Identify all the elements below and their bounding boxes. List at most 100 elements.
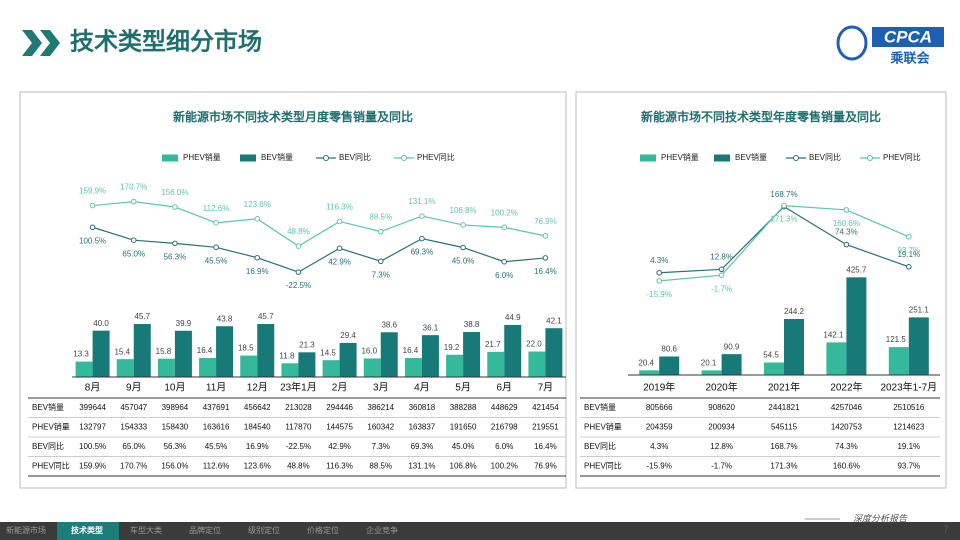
line-label: 69.3%: [411, 248, 434, 257]
bar-label: 20.1: [701, 358, 717, 367]
x-tick-label: 2023年1-7月: [880, 381, 937, 394]
footer-tab[interactable]: 车型大类: [130, 525, 162, 535]
bar-label: 15.4: [114, 347, 130, 356]
bar-label: 45.7: [134, 312, 150, 321]
chevron: [40, 30, 60, 56]
line-label: 93.7%: [897, 246, 920, 255]
table-cell: 399644: [79, 403, 106, 412]
legend-label: BEV销量: [735, 152, 767, 162]
table-cell: 74.3%: [835, 442, 858, 451]
bar-label: 22.0: [526, 340, 542, 349]
line-label: 106.8%: [450, 206, 477, 215]
line-label: 4.3%: [650, 256, 668, 265]
table-cell: 294446: [326, 403, 353, 412]
bar: [504, 324, 522, 377]
footer-tab[interactable]: 级别定位: [248, 525, 280, 535]
logo-subtext: 乘联会: [889, 50, 930, 65]
footer-tab[interactable]: 新能源市场: [6, 525, 46, 535]
x-tick-label: 2月: [332, 382, 348, 394]
line-label: 156.0%: [161, 188, 188, 197]
line-marker: [656, 278, 663, 284]
bar: [363, 358, 381, 377]
line-marker: [781, 202, 787, 209]
table-cell: 388288: [450, 403, 477, 412]
line-marker: [460, 244, 466, 251]
bar: [446, 354, 464, 377]
bar: [463, 332, 481, 377]
table-cell: 160.6%: [833, 462, 860, 471]
bar-label: 39.9: [176, 319, 192, 328]
line-marker: [377, 258, 384, 265]
row-label: BEV销量: [32, 402, 64, 412]
line-label: 6.0%: [495, 271, 513, 280]
bar: [298, 352, 316, 377]
table-cell: 56.3%: [164, 442, 187, 451]
table-cell: 131.1%: [408, 462, 435, 471]
x-tick-label: 8月: [85, 382, 101, 394]
bar-label: 20.4: [638, 358, 654, 367]
table-cell: 421454: [532, 403, 559, 412]
bar-label: 16.4: [197, 346, 213, 355]
line-marker: [460, 222, 466, 228]
row-label: BEV同比: [32, 441, 64, 451]
line-marker: [718, 266, 725, 273]
footer-tab[interactable]: 品牌定位: [189, 525, 221, 535]
bar-label: 80.6: [661, 345, 677, 354]
line-marker: [213, 244, 219, 251]
table-cell: 398964: [162, 403, 189, 412]
line-marker: [419, 235, 425, 242]
line-marker: [656, 269, 663, 276]
line-label: 19.1%: [897, 250, 920, 259]
bar-label: 44.9: [505, 313, 521, 322]
table-cell: 4.3%: [650, 442, 668, 451]
line-label: 100.2%: [491, 208, 518, 217]
x-tick-label: 6月: [496, 382, 512, 394]
table-cell: -22.5%: [286, 442, 311, 451]
legend-swatch: [714, 154, 730, 162]
line-label: 56.3%: [164, 252, 187, 261]
footer-tab[interactable]: 价格定位: [307, 525, 339, 535]
tab-active: [57, 522, 119, 540]
table-cell: 45.5%: [205, 442, 228, 451]
line-marker: [419, 213, 425, 219]
table-cell: 76.9%: [534, 462, 557, 471]
table-cell: 88.5%: [369, 462, 392, 471]
chart-title: 新能源市场不同技术类型月度零售销量及同比: [173, 109, 413, 124]
bar: [764, 362, 784, 375]
legend-label: BEV销量: [261, 152, 293, 162]
row-label: PHEV同比: [584, 461, 622, 471]
legend-label: PHEV销量: [183, 152, 221, 162]
line-marker: [295, 269, 302, 275]
table-cell: 191650: [450, 423, 477, 432]
table-cell: 123.6%: [244, 462, 271, 471]
line-marker: [843, 241, 850, 248]
table-cell: 1420753: [831, 423, 863, 432]
legend-label: PHEV同比: [417, 152, 455, 162]
table-cell: 2510516: [893, 403, 925, 412]
line-marker: [213, 220, 219, 226]
row-label: PHEV销量: [32, 422, 70, 432]
table-cell: 42.9%: [328, 442, 351, 451]
logo-text: CPCA: [884, 27, 932, 46]
bar: [157, 358, 175, 377]
table-cell: 160342: [367, 423, 394, 432]
line-marker: [295, 243, 302, 249]
line-label: 170.7%: [120, 183, 147, 192]
bar: [322, 360, 340, 377]
bar-label: 425.7: [846, 265, 867, 274]
bar: [826, 342, 847, 375]
line-marker: [906, 264, 912, 270]
line-label: 123.6%: [244, 200, 271, 209]
bar-label: 29.4: [340, 331, 356, 340]
footer-tab[interactable]: 企业竞争: [366, 525, 398, 535]
bar: [639, 370, 660, 375]
line-label: 100.5%: [79, 236, 106, 245]
bar: [528, 351, 546, 377]
x-tick-label: 23年1月: [280, 381, 317, 394]
table-cell: -1.7%: [711, 462, 732, 471]
table-cell: 65.0%: [122, 442, 145, 451]
footer-tab[interactable]: 技术类型: [71, 525, 103, 535]
bar: [380, 332, 398, 377]
line-label: -22.5%: [286, 281, 311, 290]
table-cell: 204359: [646, 423, 673, 432]
